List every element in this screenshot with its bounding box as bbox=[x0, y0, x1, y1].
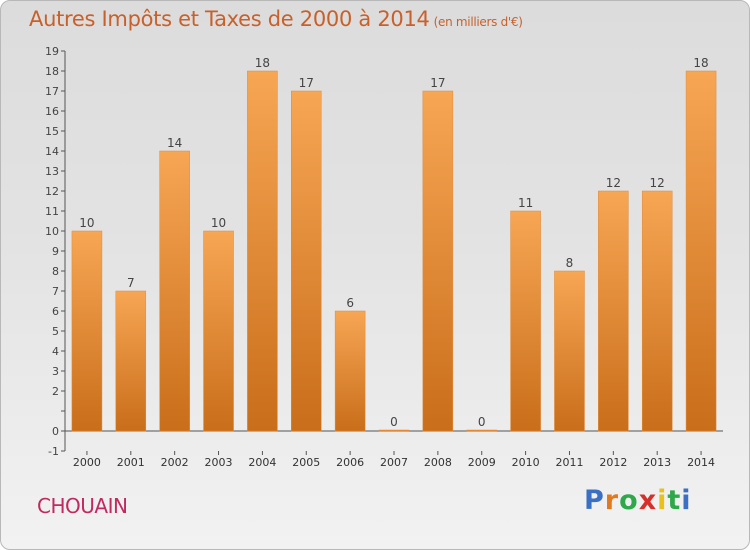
bar-value-label: 10 bbox=[79, 216, 94, 230]
bar-value-label: 12 bbox=[606, 176, 621, 190]
x-tick-label: 2009 bbox=[468, 456, 496, 469]
bar-value-label: 7 bbox=[127, 276, 135, 290]
bar-value-label: 18 bbox=[255, 56, 270, 70]
bar-value-label: 17 bbox=[299, 76, 314, 90]
bar bbox=[685, 70, 717, 432]
logo-letter: t bbox=[667, 485, 682, 516]
x-tick-label: 2005 bbox=[292, 456, 320, 469]
y-tick-label: 18 bbox=[45, 65, 59, 78]
y-tick-label: 2 bbox=[52, 385, 59, 398]
y-tick-label: 19 bbox=[45, 45, 59, 58]
y-tick-label: 8 bbox=[52, 265, 59, 278]
commune-name: CHOUAIN bbox=[37, 494, 128, 518]
x-tick-label: 2012 bbox=[599, 456, 627, 469]
bar bbox=[115, 290, 147, 432]
bar-value-label: 12 bbox=[650, 176, 665, 190]
bar bbox=[71, 230, 103, 432]
bar-value-label: 11 bbox=[518, 196, 533, 210]
bar-value-label: 8 bbox=[566, 256, 574, 270]
chart-title-unit: (en milliers d'€) bbox=[433, 15, 523, 29]
logo-letter: i bbox=[681, 485, 692, 516]
y-tick-label: 4 bbox=[52, 345, 59, 358]
x-tick-label: 2003 bbox=[205, 456, 233, 469]
y-tick-label: 0 bbox=[52, 425, 59, 438]
y-tick-label: 13 bbox=[45, 165, 59, 178]
y-tick-label: 16 bbox=[45, 105, 59, 118]
x-tick-label: 2014 bbox=[687, 456, 715, 469]
y-tick-label: 9 bbox=[52, 245, 59, 258]
bar bbox=[510, 210, 541, 432]
y-tick-label: 14 bbox=[45, 145, 59, 158]
bar-value-label: 0 bbox=[390, 415, 398, 429]
chart-title: Autres Impôts et Taxes de 2000 à 2014 (en… bbox=[29, 7, 523, 31]
bar bbox=[291, 90, 322, 432]
x-tick-label: 2004 bbox=[248, 456, 276, 469]
bar-value-label: 6 bbox=[346, 296, 354, 310]
x-tick-label: 2008 bbox=[424, 456, 452, 469]
y-tick-label: 15 bbox=[45, 125, 59, 138]
bar bbox=[334, 310, 366, 432]
logo-letter: o bbox=[619, 485, 639, 516]
axis-layer: -1 0 2 3 4 5 6 7 8 9 10 11 12 13 14 15 16 17 18 19 bbox=[45, 45, 723, 458]
label-layer: 10 2000 7 2001 14 2002 10 2003 18 2004 17 2005 6 2006… bbox=[73, 56, 715, 469]
y-tick-label: 6 bbox=[52, 305, 59, 318]
x-tick-label: 2013 bbox=[643, 456, 671, 469]
bar-value-label: 0 bbox=[478, 415, 486, 429]
bar-value-label: 10 bbox=[211, 216, 226, 230]
y-tick-label: 17 bbox=[45, 85, 59, 98]
y-tick-label: 11 bbox=[45, 205, 59, 218]
bar bbox=[159, 150, 190, 432]
y-tick-label: 10 bbox=[45, 225, 59, 238]
bar bbox=[247, 70, 278, 432]
bar bbox=[598, 190, 629, 432]
y-tick-label: 7 bbox=[52, 285, 59, 298]
proxiti-logo: Proxiti bbox=[584, 485, 692, 516]
x-tick-label: 2001 bbox=[117, 456, 145, 469]
bar bbox=[203, 230, 234, 432]
x-tick-label: 2011 bbox=[555, 456, 583, 469]
logo-letter: i bbox=[657, 485, 668, 516]
bar bbox=[466, 429, 497, 432]
x-tick-label: 2002 bbox=[161, 456, 189, 469]
logo-letter: r bbox=[604, 485, 620, 516]
x-tick-label: 2007 bbox=[380, 456, 408, 469]
y-tick-label: 12 bbox=[45, 185, 59, 198]
bar-value-label: 17 bbox=[430, 76, 445, 90]
logo-letter: x bbox=[638, 485, 658, 516]
bar bbox=[554, 270, 585, 432]
x-tick-label: 2000 bbox=[73, 456, 101, 469]
logo-letter: P bbox=[584, 485, 605, 516]
y-tick-label: 3 bbox=[52, 365, 59, 378]
bar bbox=[422, 90, 454, 432]
bar-layer bbox=[71, 70, 717, 432]
chart-title-text: Autres Impôts et Taxes de 2000 à 2014 bbox=[29, 7, 430, 31]
y-tick-label: 5 bbox=[52, 325, 59, 338]
bar bbox=[641, 190, 673, 432]
bar bbox=[378, 429, 410, 432]
bar-value-label: 14 bbox=[167, 136, 182, 150]
bar-value-label: 18 bbox=[693, 56, 708, 70]
y-tick-label: -1 bbox=[48, 445, 59, 458]
x-tick-label: 2006 bbox=[336, 456, 364, 469]
x-tick-label: 2010 bbox=[512, 456, 540, 469]
